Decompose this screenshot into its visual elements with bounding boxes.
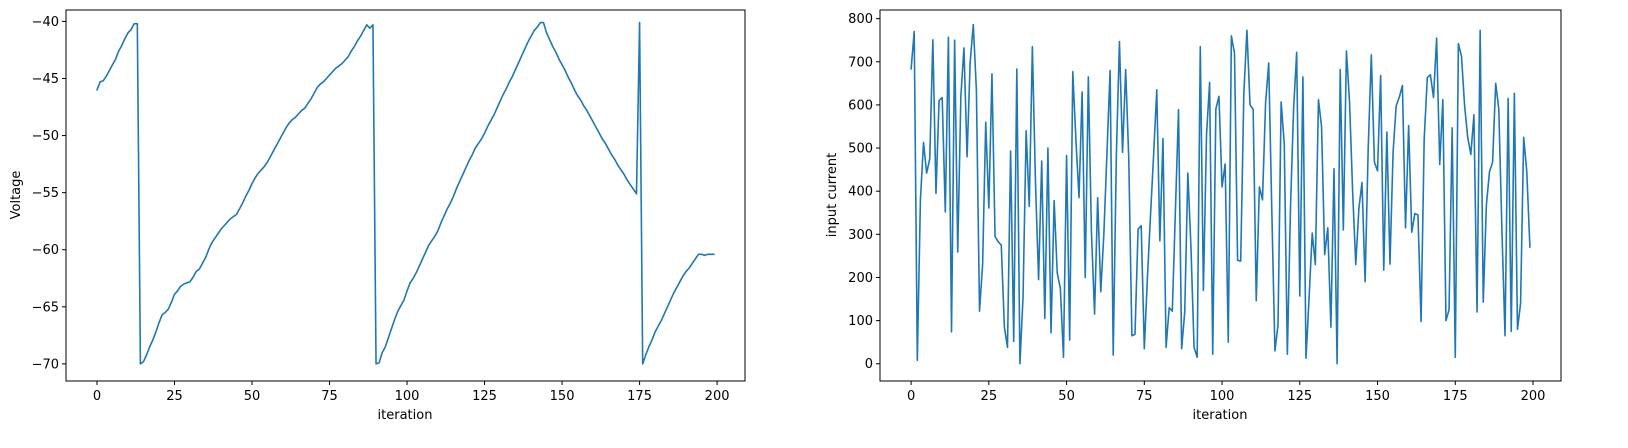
voltage-x-tick-label: 25 [166, 389, 183, 404]
input-current-x-tick-label: 25 [981, 389, 998, 404]
input-current-x-axis-label: iteration [1193, 408, 1248, 423]
input-current-x-tick-label: 125 [1287, 389, 1312, 404]
voltage-chart: 0 25 50 75 100 125 150 175 200 −70 −65 −60 −55 −50 −45… [9, 9, 746, 423]
voltage-y-tick-label: −65 [32, 300, 59, 315]
voltage-y-axis-label: Voltage [9, 171, 24, 220]
input-current-x-tick-label: 75 [1136, 389, 1153, 404]
input-current-y-tick-label: 600 [848, 98, 873, 113]
voltage-x-tick-label: 150 [550, 389, 575, 404]
voltage-y-tick-label: −70 [32, 357, 59, 372]
input-current-y-tick-label: 400 [848, 185, 873, 200]
input-current-x-tick-label: 150 [1365, 389, 1390, 404]
voltage-y-tick-label: −60 [32, 243, 59, 258]
voltage-y-tick-label: −40 [32, 15, 59, 30]
voltage-y-tick-label: −55 [32, 186, 59, 201]
input-current-y-tick-label: 100 [848, 314, 873, 329]
input-current-y-tick-label: 0 [865, 357, 873, 372]
voltage-x-tick-label: 100 [395, 389, 420, 404]
voltage-x-tick-label: 0 [93, 389, 101, 404]
input-current-plot-frame [879, 9, 1562, 382]
input-current-y-tick-label: 200 [848, 271, 873, 286]
voltage-x-axis-label: iteration [378, 408, 433, 423]
voltage-ticks: 0 25 50 75 100 125 150 175 200 −70 −65 −60 −55 −50 −45… [32, 15, 730, 404]
voltage-y-tick-label: −45 [32, 72, 59, 87]
input-current-y-tick-label: 500 [848, 142, 873, 157]
input-current-y-tick-label: 800 [848, 12, 873, 27]
input-current-x-tick-label: 200 [1521, 389, 1546, 404]
voltage-plot-frame [65, 9, 746, 382]
input-current-x-tick-label: 0 [907, 389, 915, 404]
input-current-y-tick-label: 300 [848, 228, 873, 243]
voltage-y-tick-label: −50 [32, 129, 59, 144]
input-current-x-tick-label: 175 [1443, 389, 1468, 404]
input-current-ticks: 0 25 50 75 100 125 150 175 200 0 100 200 300 400 500 60… [848, 12, 1545, 404]
input-current-series-line [910, 23, 1531, 365]
input-current-x-tick-label: 100 [1210, 389, 1235, 404]
voltage-x-tick-label: 50 [244, 389, 261, 404]
voltage-x-tick-label: 75 [321, 389, 338, 404]
voltage-x-tick-label: 125 [472, 389, 497, 404]
input-current-chart: 0 25 50 75 100 125 150 175 200 0 100 200 300 400 500 60… [825, 9, 1562, 423]
voltage-x-tick-label: 175 [627, 389, 652, 404]
voltage-series-line [96, 21, 715, 365]
input-current-y-tick-label: 700 [848, 55, 873, 70]
input-current-y-axis-label: input current [825, 153, 840, 237]
input-current-x-tick-label: 50 [1058, 389, 1075, 404]
voltage-x-tick-label: 200 [705, 389, 730, 404]
